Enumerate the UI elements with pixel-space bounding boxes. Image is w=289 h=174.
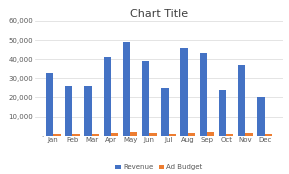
Bar — [73, 134, 80, 136]
Bar — [188, 133, 195, 136]
Bar — [104, 57, 111, 136]
Bar — [123, 42, 130, 136]
Bar — [265, 134, 272, 136]
Title: Chart Title: Chart Title — [130, 9, 188, 19]
Bar — [207, 132, 214, 136]
Bar — [257, 97, 265, 136]
Bar — [161, 88, 168, 136]
Bar — [245, 133, 253, 136]
Legend: Revenue, Ad Budget: Revenue, Ad Budget — [115, 164, 203, 171]
Bar — [53, 134, 61, 136]
Bar — [46, 73, 53, 136]
Bar — [238, 65, 245, 136]
Bar — [92, 134, 99, 136]
Bar — [142, 61, 149, 136]
Bar — [219, 90, 226, 136]
Bar — [130, 132, 138, 136]
Bar — [200, 53, 207, 136]
Text: .: . — [41, 132, 44, 138]
Bar — [180, 48, 188, 136]
Bar — [226, 134, 234, 136]
Bar — [65, 86, 73, 136]
Bar — [168, 134, 176, 136]
Bar — [111, 133, 118, 136]
Bar — [84, 86, 92, 136]
Bar — [149, 133, 157, 136]
